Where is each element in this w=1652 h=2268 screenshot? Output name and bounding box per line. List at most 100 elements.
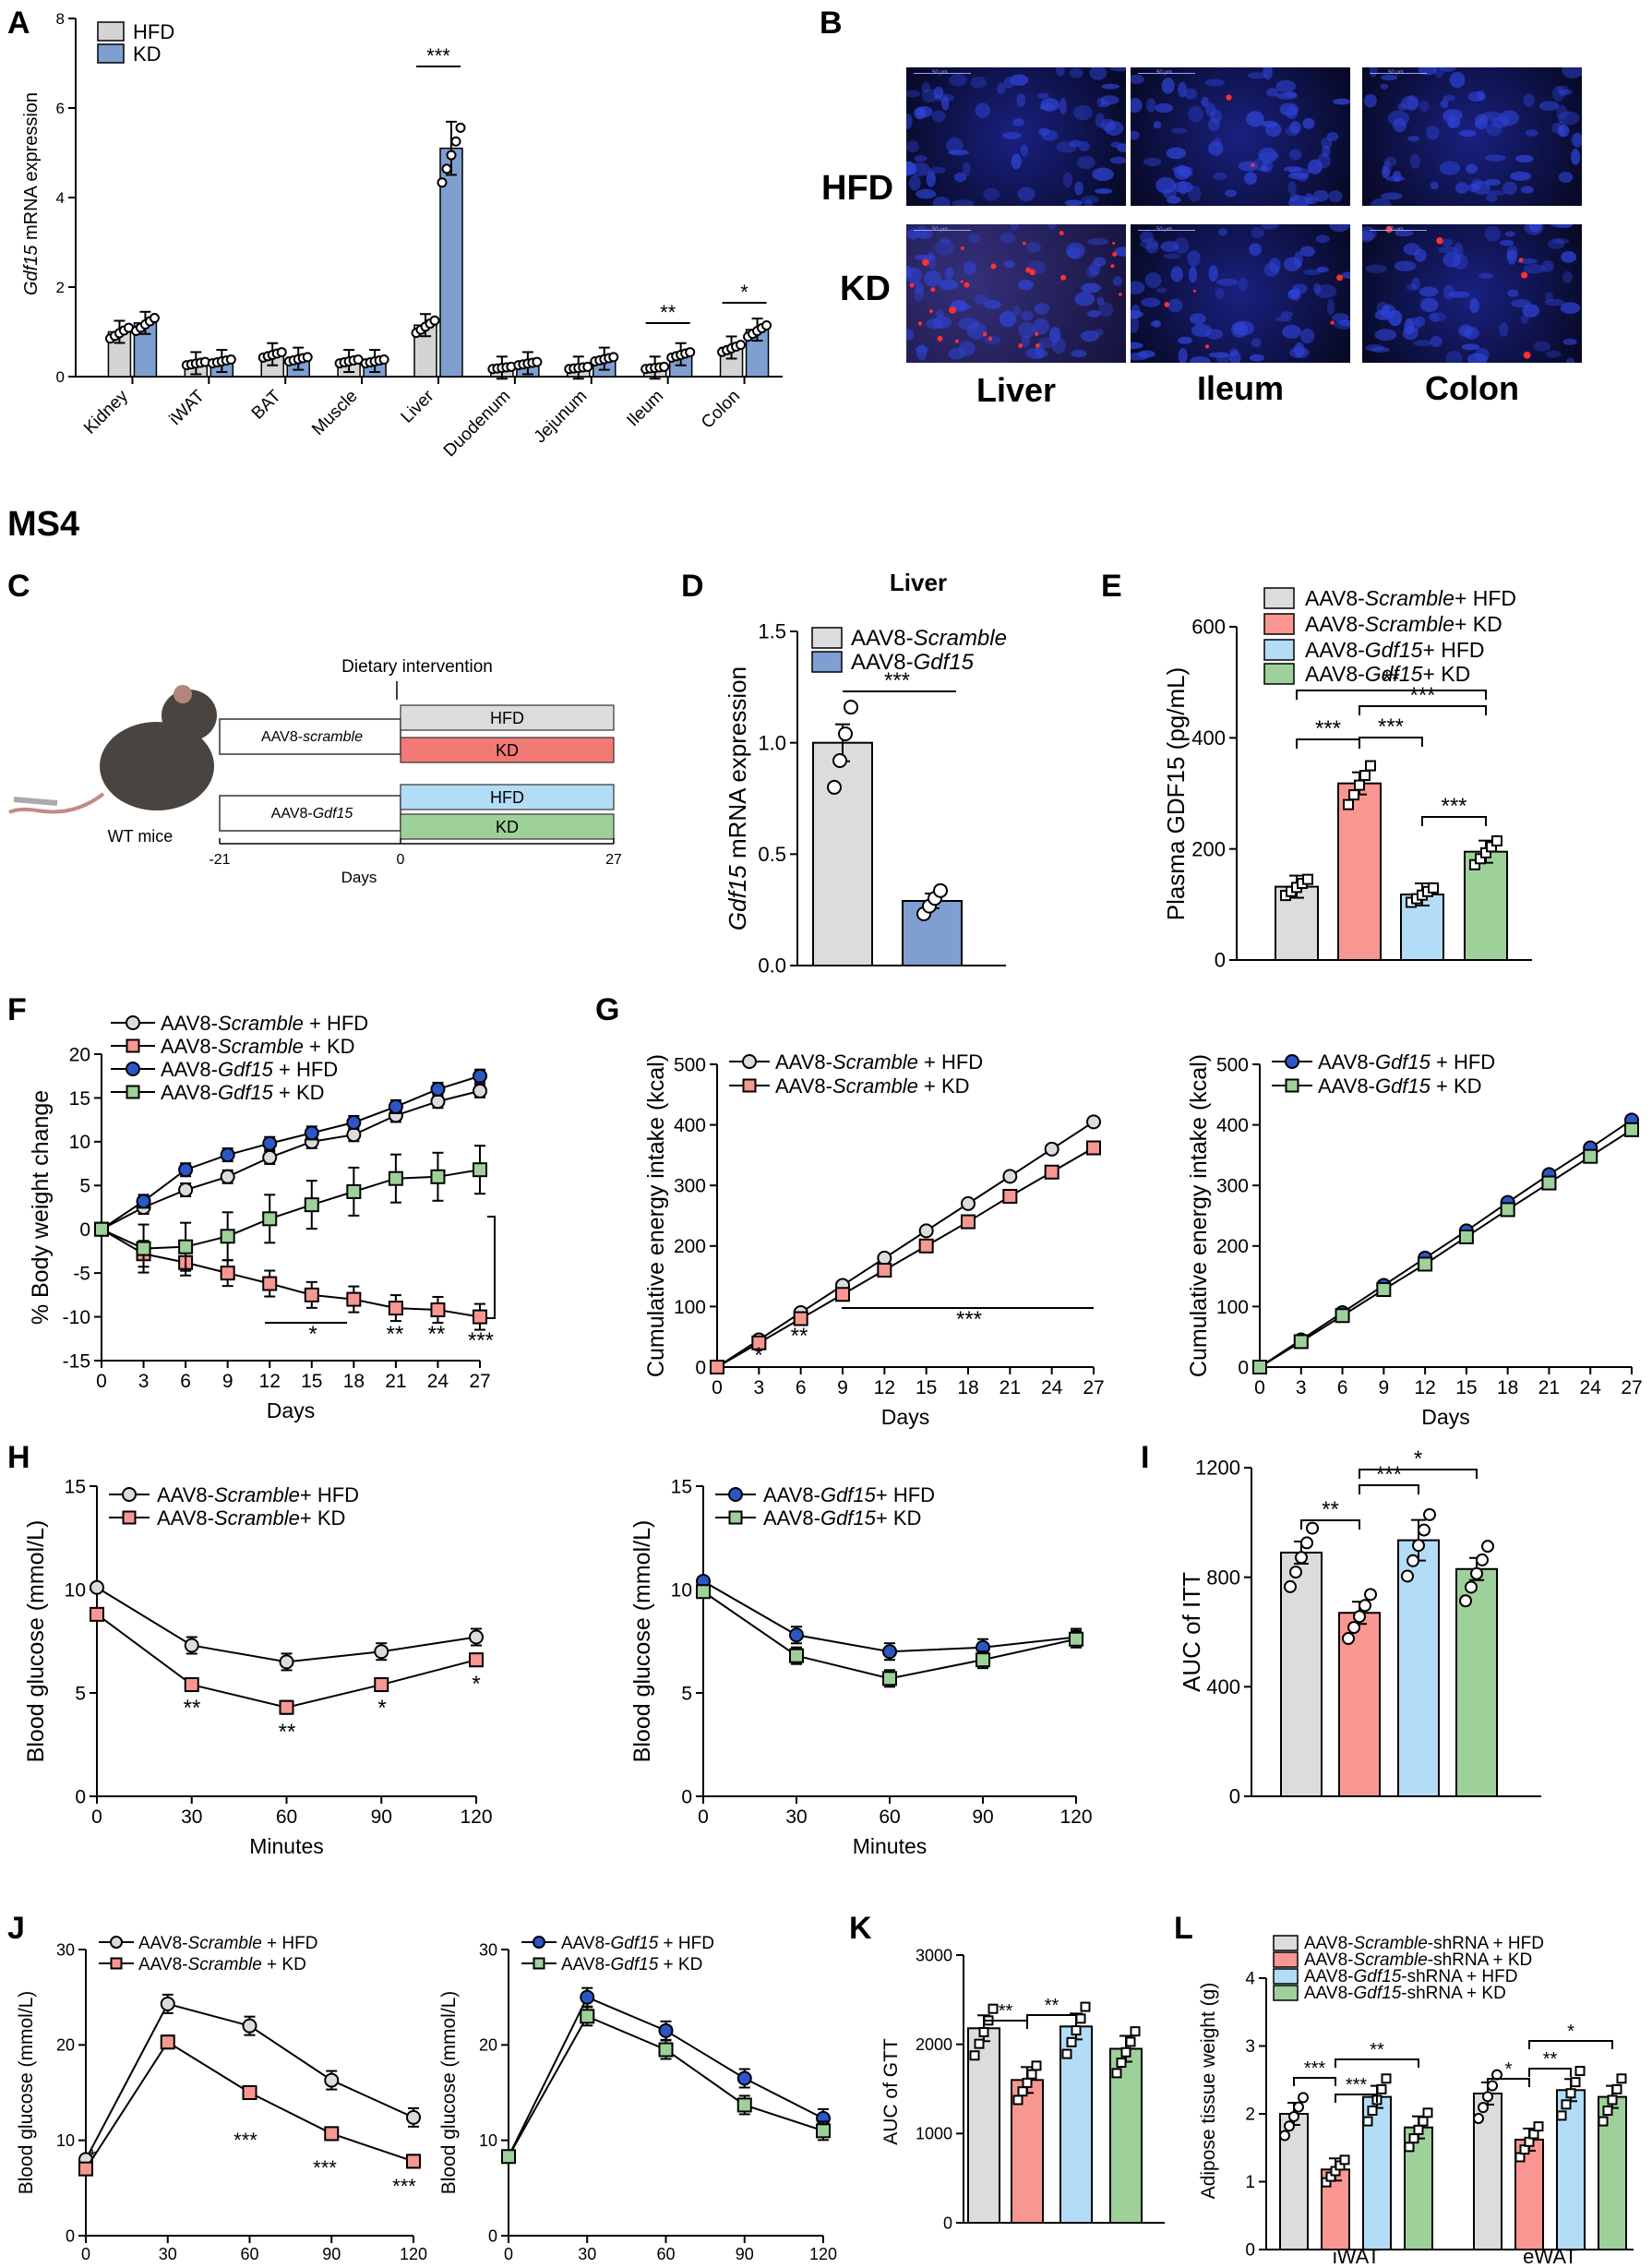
chart-f-significance: ***: [468, 1328, 494, 1353]
nucleus: [1036, 92, 1049, 99]
chart-k-point: [969, 2050, 980, 2061]
chart-f-x-tick-label: 0: [96, 1371, 107, 1392]
panel-letter-i: I: [1141, 1440, 1149, 1475]
nucleus: [1018, 279, 1034, 291]
nucleus: [1208, 265, 1218, 282]
chart-j2-point: [580, 1989, 595, 2005]
nucleus: [1261, 224, 1279, 230]
nucleus: [1062, 172, 1073, 188]
nucleus: [1499, 110, 1519, 126]
chart-e-y-tick-label: 200: [1191, 837, 1226, 860]
chart-h1-legend-marker: [122, 1487, 137, 1502]
chart-j2-point: [658, 2042, 674, 2058]
chart-f-point: [178, 1162, 194, 1178]
vector-label-scramble: AAV8-scramble: [261, 729, 363, 745]
chart-l-point: [1298, 2092, 1309, 2104]
chart-g1-x-tick-label: 24: [1041, 1377, 1063, 1398]
nucleus: [974, 294, 989, 305]
chart-h2-x-tick-label: 120: [1059, 1806, 1092, 1828]
micro-row-label-kd: KD: [840, 270, 891, 308]
nucleus: [1289, 167, 1311, 177]
chart-d-title: Liver: [890, 569, 947, 596]
chart-g1-x-tick-label: 0: [712, 1377, 723, 1398]
chart-k-point: [1071, 2025, 1082, 2036]
nucleus: [906, 114, 913, 129]
chart-h1-x-tick-label: 60: [276, 1806, 297, 1828]
chart-l-point: [1381, 2073, 1392, 2084]
nucleus: [1293, 251, 1303, 269]
chart-i-bracket: [1300, 1519, 1360, 1530]
chart-h1-point: [184, 1677, 199, 1693]
nucleus: [1562, 270, 1573, 283]
gdf15-signal: [960, 280, 964, 283]
chart-l-bar: [1404, 2126, 1433, 2250]
nucleus: [1167, 298, 1183, 313]
chart-e-legend-item: AAV8-Scramble+ HFD: [1305, 586, 1516, 610]
chart-g2-legend-item: AAV8-Gdf15 + KD: [1318, 1074, 1482, 1098]
chart-g2-x-tick-label: 21: [1538, 1377, 1560, 1398]
chart-i-point: [1342, 1632, 1355, 1646]
mouse-body: [100, 722, 214, 810]
chart-e-point: [1302, 873, 1313, 885]
nucleus: [983, 335, 1001, 345]
nucleus: [1190, 313, 1206, 325]
nucleus: [1173, 237, 1190, 254]
chart-l-point: [1478, 2102, 1489, 2114]
nucleus: [1502, 181, 1518, 196]
chart-k-point: [1012, 2094, 1024, 2106]
chart-g2-y-tick-label: 200: [1216, 1236, 1249, 1257]
vector-label-gdf15: AAV8-Gdf15: [271, 806, 353, 822]
chart-d-significance: ***: [884, 668, 910, 693]
chart-k-point: [974, 2038, 985, 2049]
panel-letter-h: H: [7, 1440, 30, 1475]
nucleus: [1314, 284, 1337, 299]
nucleus: [1528, 224, 1542, 233]
nucleus: [1573, 132, 1582, 149]
chart-g2-y-label: Cumulative energy intake (kcal): [1186, 1054, 1212, 1377]
chart-k-bar: [967, 2027, 1000, 2224]
nucleus: [1069, 139, 1082, 148]
nucleus: [1486, 195, 1498, 202]
panel-letter-j: J: [7, 1911, 25, 1946]
gdf15-signal: [1029, 269, 1036, 276]
diet-label: KD: [496, 741, 519, 760]
chart-f-point: [220, 1169, 235, 1184]
chart-h1-point: [184, 1638, 199, 1653]
nucleus: [1017, 321, 1035, 339]
nucleus: [1072, 104, 1093, 121]
nucleus: [1064, 199, 1083, 206]
chart-g1-legend-item: AAV8-Scramble + KD: [775, 1074, 970, 1098]
nucleus: [1252, 157, 1267, 172]
chart-h1-legend-item: AAV8-Scramble+ HFD: [157, 1483, 359, 1506]
nucleus: [1268, 258, 1281, 273]
gdf15-signal: [1336, 274, 1343, 282]
chart-a-point: [149, 313, 160, 324]
gdf15-signal: [1330, 320, 1335, 325]
chart-l-bracket: [1528, 2040, 1613, 2049]
nucleus: [1000, 232, 1016, 244]
chart-f-point: [473, 1162, 487, 1178]
chart-g1-point: [918, 1238, 934, 1254]
chart-f-legend-marker: [126, 1038, 140, 1053]
nucleus: [970, 77, 987, 89]
chart-a-point: [276, 347, 287, 358]
chart-h1-y-tick-label: 5: [75, 1683, 86, 1704]
chart-g1-legend-marker: [742, 1054, 757, 1069]
chart-g2-x-tick-label: 9: [1378, 1377, 1389, 1398]
chart-g1-x-tick-label: 15: [916, 1377, 937, 1398]
gdf15-signal: [917, 321, 923, 326]
nucleus: [1467, 91, 1486, 102]
nucleus: [1544, 298, 1565, 306]
chart-g2-x-tick-label: 24: [1580, 1377, 1602, 1398]
chart-g1-point: [1002, 1169, 1018, 1184]
micrograph-texture: [1363, 67, 1582, 206]
chart-f-legend-marker: [126, 1015, 140, 1030]
chart-h2-series-line: [702, 1590, 1077, 1680]
nucleus: [1204, 78, 1226, 87]
chart-l-y-tick-label: 4: [1245, 1970, 1255, 1989]
chart-d-y-tick-label: 1.5: [758, 620, 786, 643]
nucleus: [1208, 140, 1224, 156]
chart-l-legend-swatch: [1273, 1985, 1299, 2001]
panel-letter-e: E: [1101, 569, 1122, 604]
nucleus: [968, 233, 981, 244]
